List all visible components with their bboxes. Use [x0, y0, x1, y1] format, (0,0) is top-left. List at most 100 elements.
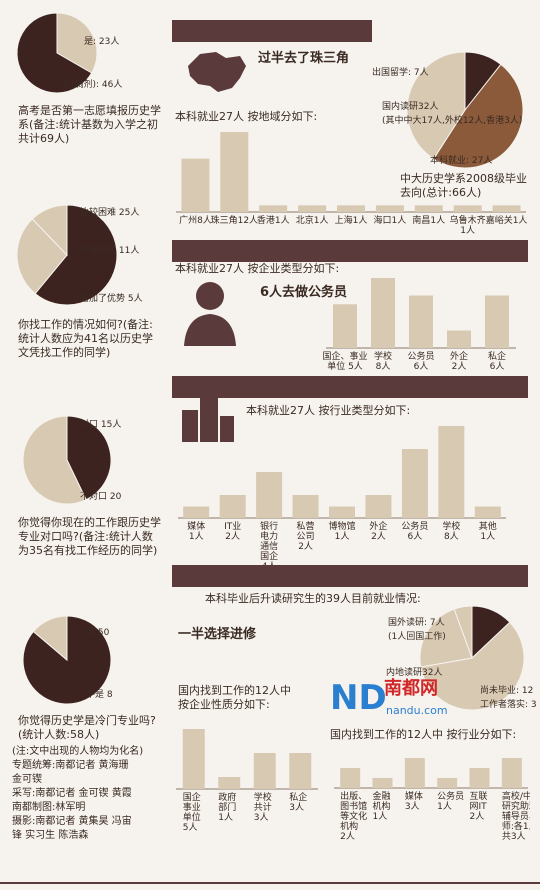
- bar-category-label: 银行: [260, 520, 278, 532]
- pie-slice: [56, 12, 98, 74]
- bar-category-label: 2人: [340, 831, 355, 842]
- bar-category-label: 私企: [289, 791, 307, 803]
- pie-q3-label-mismatch: 不对口 20: [80, 492, 122, 502]
- bar: [219, 495, 246, 518]
- s2-subtitle: 本科就业27人 按企业类型分如下:: [175, 262, 340, 275]
- bar-category-label: 图书馆: [340, 800, 367, 812]
- section-band: [172, 20, 372, 42]
- bar-category-label: 学校: [254, 791, 272, 803]
- bar-category-label: 6人: [414, 361, 429, 372]
- bar: [289, 753, 312, 789]
- bar-category-label: 1人: [460, 225, 475, 236]
- credit-line: 摄影:南都记者 黄集昊 冯宙: [12, 816, 132, 827]
- bar-category-label: 学校: [442, 520, 460, 532]
- s4-right-subtitle: 国内找到工作的12人中 按行业分如下:: [330, 728, 517, 741]
- s4-subtitle: 本科毕业后升读研究生的39人目前就业情况:: [205, 592, 421, 605]
- bar: [409, 295, 433, 348]
- logo-brand: ND: [330, 678, 387, 718]
- bar: [372, 778, 393, 788]
- bar-category-label: 国企: [260, 550, 278, 562]
- bar: [447, 330, 471, 348]
- pie-q4-label-no: 不是 8: [86, 690, 113, 700]
- bar: [182, 729, 205, 789]
- pie-dest-label-job: 本科就业: 27人: [430, 156, 493, 166]
- bar-category-label: 3人: [405, 801, 420, 812]
- q2-caption: 你找工作的情况如何?(备注:统计人数应为41名以历史学文凭找工作的同学): [18, 318, 153, 359]
- pie-q4: [22, 615, 112, 705]
- credit-line: 专题统筹:南都记者 黄海珊: [12, 760, 129, 771]
- pie-q1-label-no: 否(调剂): 46人: [62, 80, 123, 90]
- bar: [474, 506, 501, 518]
- pie-dest-title: 中大历史学系2008级毕业去向(总计:66人): [400, 172, 527, 199]
- bar-category-label: 6人: [408, 531, 423, 542]
- bar-chart-grad-industry: 出版、图书馆等文化机构2人金融机构1人媒体3人公务员1人互联网IT2人高校/中学…: [334, 758, 530, 842]
- s2-headline: 6人去做公务员: [260, 285, 348, 300]
- pie-q4-label-yes: 是 50: [86, 628, 110, 638]
- bar-category-label: 1人: [373, 811, 388, 822]
- bar-category-label: 2人: [298, 541, 313, 552]
- bar: [333, 304, 357, 348]
- pie-slice: [16, 218, 68, 295]
- bar-category-label: 海口1人: [374, 214, 407, 226]
- pie-slice: [31, 204, 68, 257]
- bar-category-label: 1人: [335, 531, 350, 542]
- bar-category-label: 互联: [470, 791, 488, 802]
- bar-category-label: 8人: [444, 531, 459, 542]
- bar-category-label: 辅导员、教: [502, 810, 530, 822]
- pie-q3-label-match: 对口 15人: [80, 420, 122, 430]
- bar-category-label: 博物馆: [328, 520, 355, 532]
- bar-category-label: 电力: [260, 530, 278, 542]
- pie-grad-label-abroad: 国外读研: 7人 (1人回国工作): [388, 618, 446, 642]
- bar-category-label: 嘉峪关1人: [486, 214, 528, 226]
- bar: [485, 295, 509, 348]
- bar-category-label: 外企: [450, 350, 468, 362]
- bar: [218, 777, 241, 789]
- s4-headline: 一半选择进修: [178, 627, 257, 642]
- bar-category-label: 公务员: [407, 350, 434, 362]
- bar-category-label: 1人: [218, 812, 233, 823]
- bar-category-label: 出版、: [340, 790, 367, 802]
- bar-category-label: 单位 5人: [327, 360, 363, 372]
- bar-category-label: 上海1人: [335, 214, 368, 226]
- bar: [256, 472, 283, 518]
- bar: [401, 449, 428, 518]
- bar-category-label: 高校/中学: [502, 790, 530, 802]
- bar: [437, 778, 458, 788]
- bar: [292, 495, 319, 518]
- bar-category-label: 共计: [254, 801, 272, 813]
- bar-category-label: 广州8人: [179, 214, 212, 226]
- pie-q2: [16, 204, 118, 306]
- bar-category-label: 外企: [369, 520, 387, 532]
- bar: [298, 205, 327, 212]
- credit-line: 南都制图:林军明: [12, 802, 86, 813]
- bar-category-label: 南昌1人: [412, 214, 445, 226]
- bar-category-label: 1人: [480, 531, 495, 542]
- bar-category-label: 8人: [376, 361, 391, 372]
- bar-category-label: 北京1人: [296, 214, 329, 226]
- bar: [337, 205, 365, 212]
- nandu-logo: ND 南都网 nandu.com: [330, 678, 480, 726]
- bar: [183, 506, 210, 518]
- bar: [438, 426, 465, 518]
- bar: [253, 753, 276, 789]
- bar: [371, 278, 395, 348]
- pie-q2-label-adv: 增加了优势 5人: [80, 294, 143, 304]
- pie-slice: [34, 204, 118, 306]
- pie-slice: [432, 63, 524, 169]
- pie-slice: [420, 621, 525, 711]
- pie-slice: [16, 12, 93, 94]
- s1-subtitle: 本科就业27人 按地域分如下:: [175, 110, 318, 123]
- bar: [329, 506, 355, 518]
- bar-category-label: 师:各1人,: [502, 820, 530, 832]
- bar-category-label: 其他: [479, 520, 497, 532]
- bar-category-label: 5人: [183, 822, 198, 833]
- credits: (注:文中出现的人物均为化名) 专题统筹:南都记者 黄海珊 金可锲 采写:南都记…: [12, 745, 172, 843]
- pie-grad-label-pending: 尚未毕业: 12 工作者落实: 3: [480, 686, 537, 710]
- bar-category-label: 香港1人: [257, 214, 290, 226]
- section-band: [172, 376, 528, 398]
- bar-category-label: 媒体: [405, 790, 423, 802]
- bar-category-label: 网IT: [470, 801, 488, 812]
